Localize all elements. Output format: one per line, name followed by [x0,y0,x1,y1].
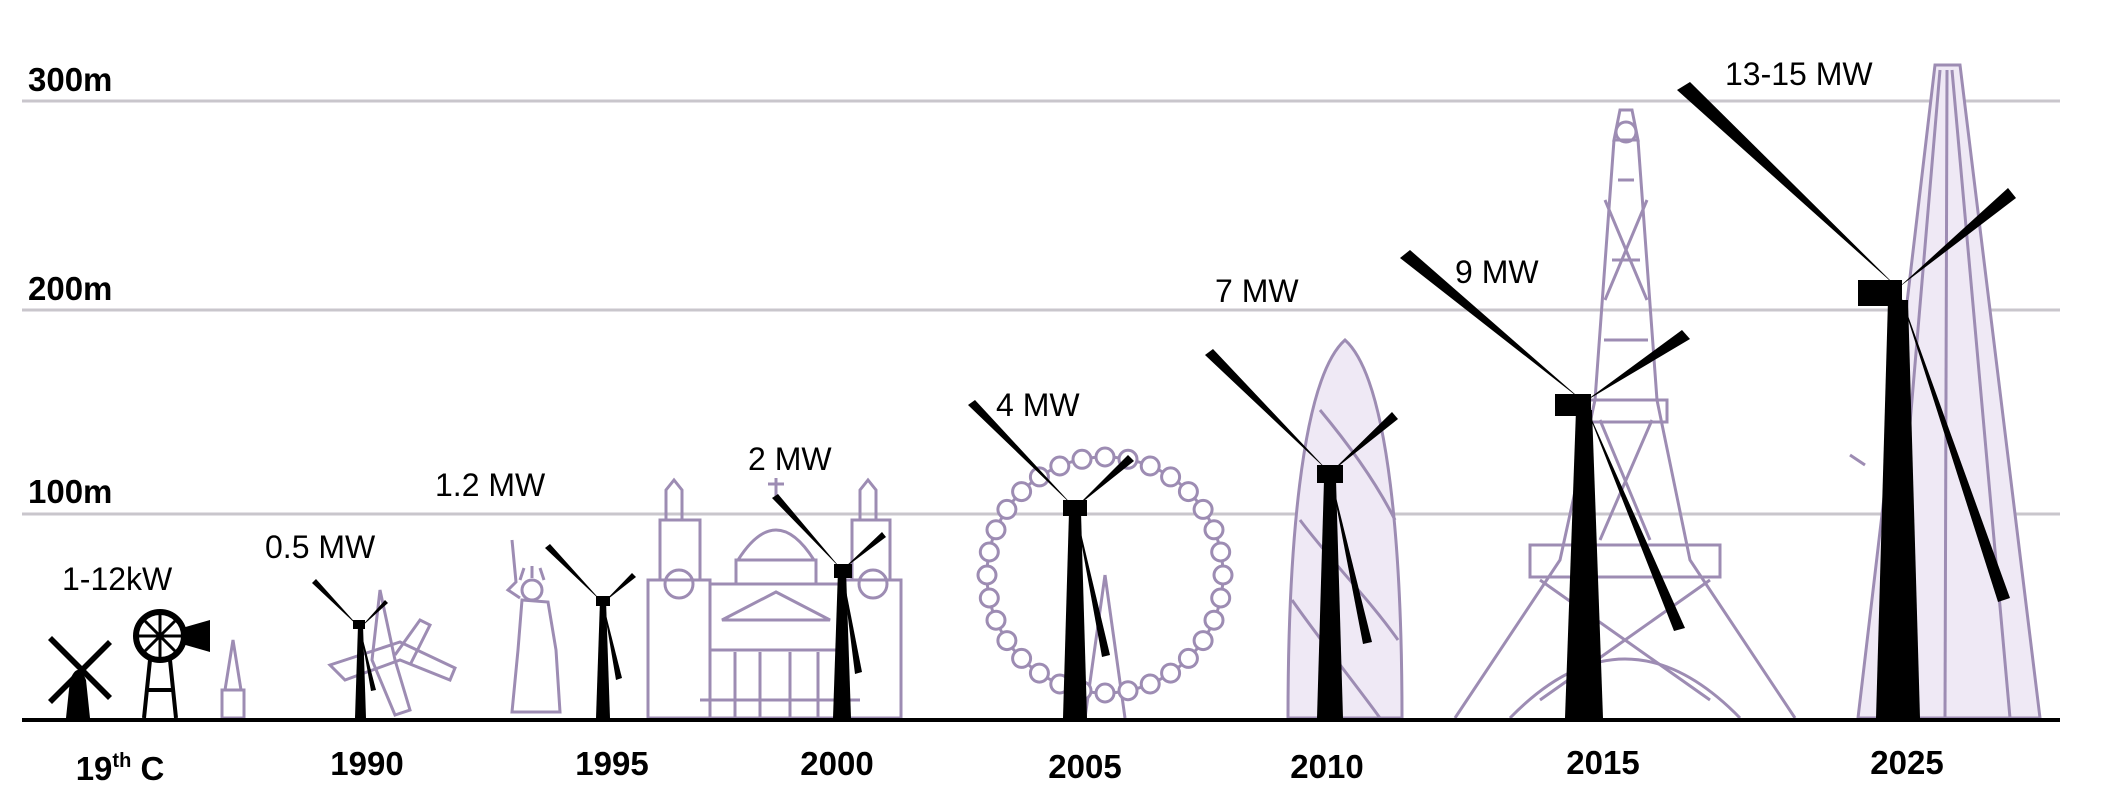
year-label-19th-c: 19th C [76,750,165,787]
london-eye-capsule [985,519,1007,541]
london-eye-icon [960,446,1260,722]
power-label-2000: 2 MW [748,441,832,477]
year-label-1995: 1995 [575,745,648,782]
church-spire-icon [220,639,246,720]
london-eye-capsule [1139,673,1161,695]
london-eye-capsule [1094,446,1116,468]
st-pauls-cathedral-icon [646,477,903,720]
london-eye-capsule [978,541,1000,563]
power-label-2005: 4 MW [996,387,1080,423]
london-eye-capsule [996,630,1018,652]
gherkin-icon [1286,337,1404,720]
year-label-2025: 2025 [1870,744,1943,781]
london-eye-capsule [1028,466,1050,488]
turbine-2005-icon [968,400,1134,718]
london-eye-capsule [985,609,1007,631]
power-label-2025: 13-15 MW [1725,56,1873,92]
height-label-300m: 300m [28,61,112,98]
power-label-1990: 0.5 MW [265,529,376,565]
london-eye-capsule [1203,609,1225,631]
london-eye-capsule [1177,647,1199,669]
london-eye-capsule [1177,481,1199,503]
london-eye-capsule [1203,519,1225,541]
london-eye-capsule [976,564,998,586]
london-eye-capsule [1160,466,1182,488]
turbine-2010-icon [1205,349,1398,718]
statue-of-liberty-icon [505,539,562,714]
power-label-2010: 7 MW [1215,273,1299,309]
turbine-2015-icon [1400,250,1690,718]
london-eye-capsule [1139,455,1161,477]
turbine-1990-icon [312,579,388,718]
year-label-2010: 2010 [1290,748,1363,785]
traditional-windmill-icon [48,636,112,718]
london-eye-capsule [1071,448,1093,470]
power-label-2015: 9 MW [1455,254,1539,290]
the-shard-icon [1849,63,2042,720]
london-eye-capsule [1192,498,1214,520]
london-eye-capsule [978,587,1000,609]
london-eye-capsule [1192,630,1214,652]
power-label-19th-c: 1-12kW [62,561,173,597]
london-eye-capsule [1210,541,1232,563]
turbine-2025-icon [1677,82,2016,718]
london-eye-capsule [1049,455,1071,477]
london-eye-capsule [1210,587,1232,609]
height-label-100m: 100m [28,473,112,510]
year-label-2000: 2000 [800,745,873,782]
turbine-1995-icon [545,544,636,718]
power-label-1995: 1.2 MW [435,467,546,503]
london-eye-capsule [1011,647,1033,669]
height-label-200m: 200m [28,270,112,307]
london-eye-capsule [1011,481,1033,503]
london-eye-capsule [1094,682,1116,704]
london-eye-capsule [1160,662,1182,684]
eiffel-tower-icon [1453,108,1797,720]
london-eye-capsule [996,498,1018,520]
turbine-2000-icon [772,494,886,718]
london-eye-capsule [1028,662,1050,684]
farm-windpump-icon [133,609,210,719]
year-label-2005: 2005 [1048,748,1121,785]
london-eye-capsule [1117,680,1139,702]
year-label-1990: 1990 [330,745,403,782]
london-eye-capsule [1212,564,1234,586]
year-label-2015: 2015 [1566,744,1639,781]
airliner-icon [327,589,457,717]
